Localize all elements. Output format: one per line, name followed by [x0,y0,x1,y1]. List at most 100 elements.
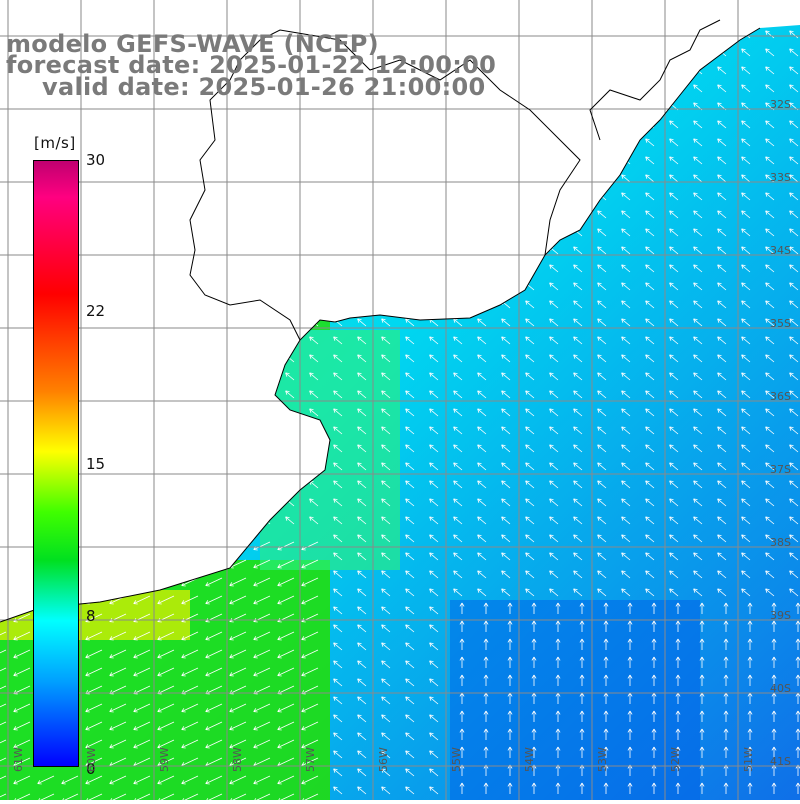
wind-arrow [621,354,631,363]
wind-arrow-head [597,498,602,503]
wind-arrow [21,300,31,309]
wind-arrow [765,300,775,309]
wind-arrow [333,300,343,309]
wind-arrow-head [141,354,146,359]
longitude-label: 61W [12,747,25,772]
wind-arrow-head [13,654,18,659]
wind-arrow-head [597,462,602,467]
wind-arrow [189,120,199,129]
wind-arrow [229,721,247,730]
colorbar [33,160,79,767]
wind-arrow [501,354,511,363]
wind-arrow [166,13,174,20]
wind-arrow-head [675,710,681,715]
wind-arrow-head [0,66,2,71]
wind-arrow [477,156,487,165]
wind-arrow [789,48,799,57]
wind-arrow [0,595,7,604]
wind-arrow [93,498,103,507]
wind-arrow-head [285,174,290,179]
wind-arrow-head [333,300,338,305]
wind-arrow-head [301,708,306,713]
wind-arrow [693,300,703,309]
wind-arrow-head [141,444,146,449]
wind-arrow [429,156,439,165]
wind-arrow-head [357,336,362,341]
wind-arrow-head [405,426,410,431]
wind-arrow [621,120,631,129]
wind-arrow-head [237,426,242,431]
wind-arrow [181,559,199,568]
wind-arrow [669,30,679,39]
wind-arrow [333,714,343,723]
wind-arrow [741,318,751,327]
wind-arrow-head [109,780,114,785]
wind-arrow-head [478,13,482,17]
wind-arrow [237,462,247,471]
wind-arrow-head [405,228,410,233]
wind-arrow [205,757,223,766]
wind-arrow-head [429,408,434,413]
wind-arrow-head [573,84,578,89]
wind-arrow-head [669,516,674,521]
wind-arrow [477,462,487,471]
wind-arrow [0,631,7,640]
wind-arrow-head [333,102,338,107]
wind-arrow-head [405,750,410,755]
wind-arrow [573,282,583,291]
wind-arrow [645,354,655,363]
wind-arrow [717,390,727,399]
wind-arrow [525,48,535,57]
wind-arrow [205,685,223,694]
wind-arrow [573,516,583,525]
wind-arrow [213,516,223,525]
wind-arrow [21,156,31,165]
wind-arrow-head [477,570,482,575]
wind-arrow-head [157,636,162,641]
latitude-label: 36S [770,390,791,403]
wind-arrow-head [549,498,554,503]
wind-arrow-head [357,786,362,791]
wind-arrow [165,120,175,129]
wind-arrow-head [573,192,578,197]
longitude-label: 60W [85,747,98,772]
wind-arrow-head [742,13,746,17]
colorbar-unit: [m/s] [34,134,76,152]
wind-arrow [301,739,319,748]
wind-arrow [205,721,223,730]
wind-arrow-head [501,318,506,323]
wind-arrow [189,426,199,435]
wind-arrow-head [117,336,122,341]
wind-arrow [597,354,607,363]
wind-arrow-head [483,692,489,697]
wind-arrow-head [507,746,513,751]
wind-arrow-head [357,156,362,161]
wind-arrow-head [381,570,386,575]
wind-arrow [253,631,271,640]
wind-arrow [501,246,511,255]
wind-arrow [717,588,727,597]
wind-arrow-head [507,692,513,697]
wind-arrow-head [597,174,602,179]
wind-arrow-head [357,282,362,287]
wind-arrow-head [627,602,633,607]
wind-arrow [213,444,223,453]
wind-arrow-head [651,620,657,625]
wind-arrow [381,390,391,399]
wind-arrow-head [85,708,90,713]
wind-arrow-head [693,102,698,107]
wind-arrow [741,570,751,579]
wind-arrow [597,480,607,489]
wind-arrow-head [21,174,26,179]
wind-arrow-head [573,30,578,35]
wind-arrow [189,192,199,201]
wind-arrow [717,498,727,507]
wind-arrow-head [405,372,410,377]
wind-arrow [93,480,103,489]
wind-arrow [381,174,391,183]
wind-arrow-head [301,654,306,659]
wind-arrow [309,246,319,255]
wind-arrow-head [747,638,753,643]
wind-arrow-head [453,480,458,485]
wind-arrow [286,13,294,20]
